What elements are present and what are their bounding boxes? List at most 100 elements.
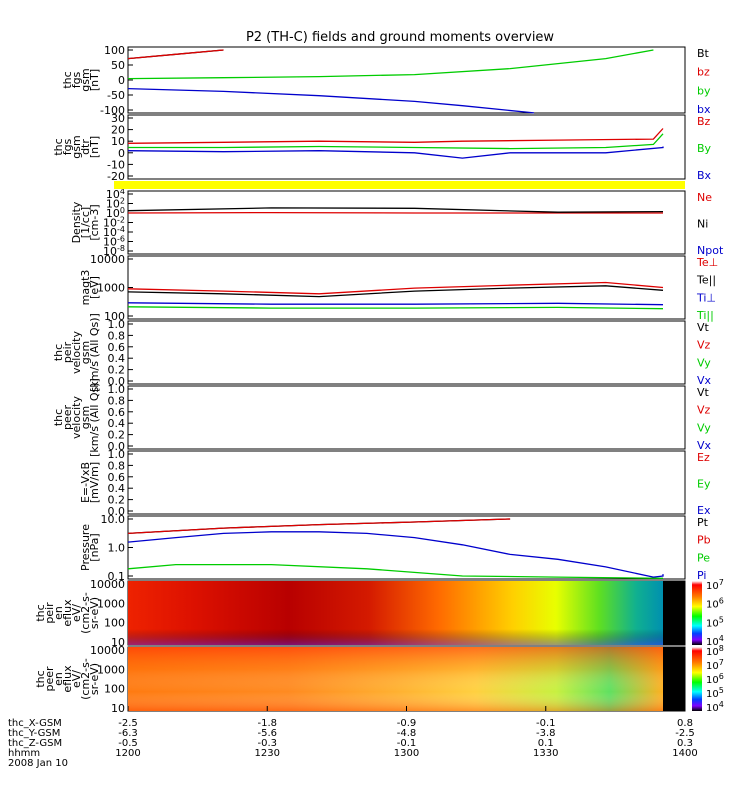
y-tick-label: -100 bbox=[100, 104, 125, 117]
series-line-Pe bbox=[127, 563, 664, 579]
series-line-By bbox=[128, 133, 664, 150]
series-line-Bz bbox=[127, 128, 664, 144]
y-axis-label: en bbox=[52, 606, 65, 620]
legend-Pi: Pi bbox=[697, 569, 706, 582]
y-tick-label: 100 bbox=[106, 206, 125, 220]
legend-Bt: Bt bbox=[697, 47, 710, 60]
y-axis-label: [mV/m] bbox=[88, 462, 101, 503]
y-axis-label: magt3 bbox=[79, 270, 92, 306]
panel-frame bbox=[127, 255, 686, 320]
legend-Vt: Vt bbox=[697, 321, 710, 334]
y-tick-label: 0.1 bbox=[108, 570, 126, 583]
y-tick-label: 0 bbox=[118, 147, 125, 160]
y-tick-label: 10-4 bbox=[103, 225, 125, 239]
y-tick-label: 10-6 bbox=[103, 235, 125, 249]
legend-Vt: Vt bbox=[697, 386, 710, 399]
y-axis-label: [cm-3] bbox=[88, 204, 101, 240]
y-tick-label: 10 bbox=[111, 702, 125, 715]
y-axis-label: Density bbox=[70, 201, 83, 243]
y-axis-label: eflux bbox=[61, 665, 74, 693]
y-tick-label: 10-8 bbox=[103, 244, 125, 258]
panel-5: 1.00.80.60.40.20.0 thcpeirvelocitygsm[km/… bbox=[52, 313, 712, 392]
y-tick-label: 1000 bbox=[97, 282, 125, 295]
quality-flag-bar bbox=[114, 181, 685, 189]
legend-Bx: Bx bbox=[697, 169, 712, 182]
y-axis-label: [nT] bbox=[88, 69, 101, 91]
y-tick-label: 1.0 bbox=[108, 318, 126, 331]
y-axis-label: gsm bbox=[79, 68, 92, 91]
y-tick-label: 1.0 bbox=[108, 383, 126, 396]
ion-spectrogram-shading bbox=[128, 581, 663, 645]
panel-frame bbox=[127, 385, 686, 450]
y-tick-label: -10 bbox=[107, 158, 125, 171]
y-axis-label: sr-eV) bbox=[88, 663, 101, 695]
y-tick-label: 0.6 bbox=[108, 471, 126, 484]
legend-Vx: Vx bbox=[697, 374, 712, 387]
y-tick-label: 0.4 bbox=[108, 352, 126, 365]
y-axis-label: eV/ bbox=[70, 604, 83, 622]
y-axis-label: (cm2-s- bbox=[79, 658, 92, 700]
panel-frame bbox=[127, 320, 686, 385]
legend-Te⊥: Te⊥ bbox=[696, 256, 718, 269]
panel-10: 10000 1000 100 10 thcpeerenefluxeV/(cm2-s-sr… bbox=[34, 644, 724, 715]
panel-7: 1.00.80.60.40.20.0 E=-VxB[mV/m] Ez Ey Ex bbox=[79, 448, 711, 518]
y-axis-label: gsm bbox=[79, 406, 92, 429]
legend-Ti||: Ti|| bbox=[696, 309, 714, 322]
panel-6: 1.00.80.60.40.20.0thcpeervelocitygsm[km/… bbox=[52, 378, 712, 457]
y-tick-label: 100 bbox=[104, 310, 125, 323]
series-line-Ti|| bbox=[127, 306, 664, 310]
colorbar-label: 107 bbox=[706, 578, 724, 592]
legend-Vz: Vz bbox=[697, 339, 711, 352]
legend-Ni: Ni bbox=[697, 218, 708, 231]
legend-Npot: Npot bbox=[697, 244, 724, 257]
y-tick-label: 10000 bbox=[90, 644, 125, 657]
x-row-value: 1300 bbox=[394, 748, 419, 759]
x-date-label: 2008 Jan 10 bbox=[8, 758, 68, 769]
x-row-value: 1330 bbox=[533, 748, 558, 759]
series-line-Bx bbox=[127, 146, 664, 159]
y-tick-label: 30 bbox=[111, 112, 125, 125]
colorbar-label: 105 bbox=[706, 686, 724, 700]
y-tick-label: 50 bbox=[111, 59, 125, 72]
x-row-label: hhmm bbox=[8, 748, 40, 759]
y-axis-label: peer bbox=[43, 666, 56, 692]
y-axis-label: peir bbox=[43, 602, 56, 624]
y-tick-label: 0.8 bbox=[108, 459, 126, 472]
y-axis-label: gsm bbox=[70, 135, 83, 158]
x-axis: thc_X-GSM -2.5 -1.8 -0.9 -0.1 0.8 thc_Y-GSM -6.… bbox=[8, 706, 698, 769]
legend-Bz: Bz bbox=[697, 115, 711, 128]
x-row-value: -2.5 bbox=[118, 718, 138, 729]
x-row-value: -5.6 bbox=[257, 728, 277, 739]
colorbar-label: 104 bbox=[706, 634, 724, 648]
y-tick-label: 1000 bbox=[97, 663, 125, 676]
y-tick-label: 0 bbox=[118, 74, 125, 87]
y-axis-label: (cm2-s- bbox=[79, 592, 92, 634]
colorbar-label: 105 bbox=[706, 615, 724, 629]
spectrogram-images bbox=[128, 581, 702, 711]
ion-colorbar bbox=[692, 581, 702, 645]
y-tick-label: 10 bbox=[111, 636, 125, 649]
colorbar-label: 104 bbox=[706, 700, 724, 714]
colorbar-label: 107 bbox=[706, 658, 724, 672]
y-axis-label: fgs bbox=[70, 71, 83, 88]
x-row-value: -0.9 bbox=[397, 718, 417, 729]
legend-bx: bx bbox=[697, 103, 711, 116]
x-row-value: -2.5 bbox=[675, 728, 695, 739]
y-axis-label: gsm bbox=[79, 341, 92, 364]
x-row-label: thc_Z-GSM bbox=[8, 738, 62, 749]
colorbar-label: 106 bbox=[706, 672, 724, 686]
y-tick-label: 10-2 bbox=[103, 216, 125, 230]
y-tick-label: 0.4 bbox=[108, 417, 126, 430]
y-axis-label: [km/s (All Qs)] bbox=[88, 378, 101, 457]
y-axis-label: thc bbox=[34, 670, 47, 687]
x-row-value: -0.1 bbox=[397, 738, 417, 749]
y-tick-label: 0.2 bbox=[108, 364, 126, 377]
series-line-Ni bbox=[127, 207, 664, 213]
electron-spectrogram-blank bbox=[663, 647, 685, 711]
y-axis-label: peer bbox=[61, 405, 74, 431]
series-line-Pb bbox=[127, 518, 511, 535]
panel-frame bbox=[127, 46, 686, 114]
y-tick-label: 10000 bbox=[90, 578, 125, 591]
legend-Ez: Ez bbox=[697, 451, 710, 464]
x-row-value: 0.1 bbox=[538, 738, 554, 749]
